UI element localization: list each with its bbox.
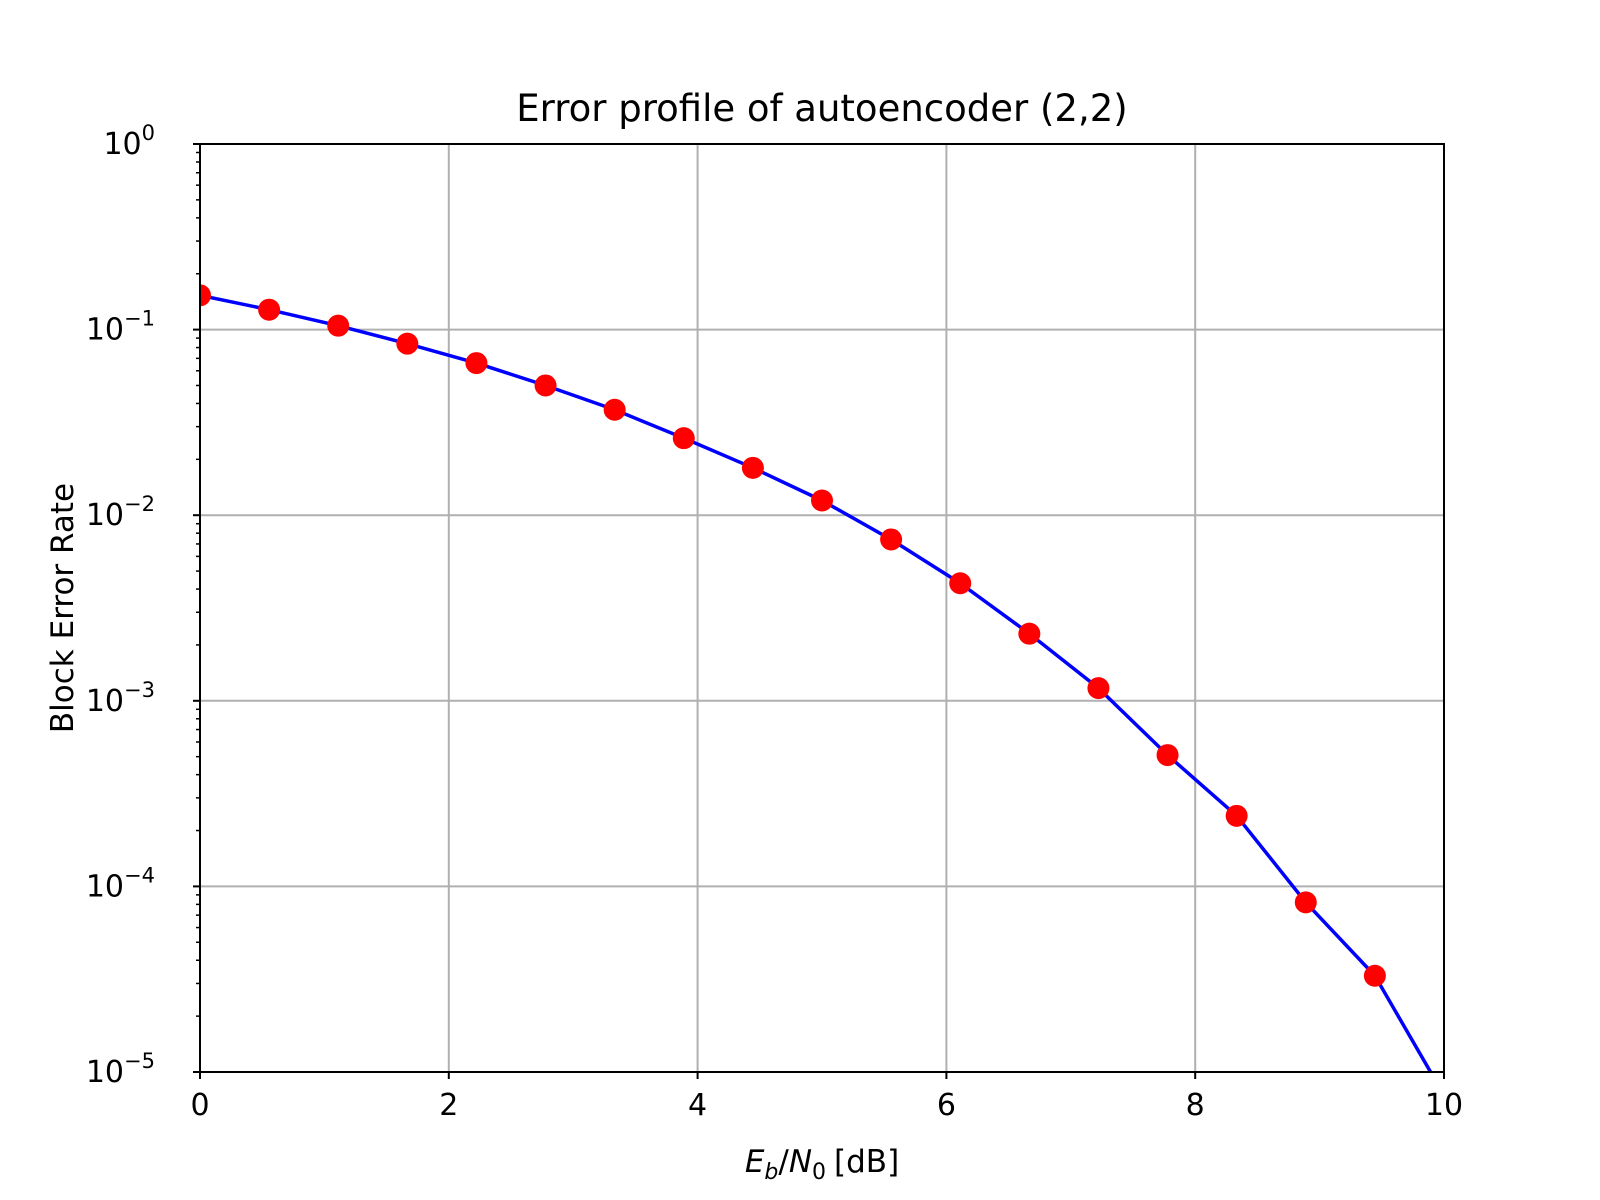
data-point-marker (603, 398, 626, 421)
y-tick-exponent: −2 (124, 492, 155, 516)
x-label-e: E (745, 1144, 765, 1180)
x-label-n: N (789, 1144, 812, 1180)
y-tick-base: 10 (103, 127, 141, 162)
x-tick-label: 2 (439, 1088, 458, 1123)
x-tick-label: 10 (1425, 1088, 1463, 1123)
y-tick-exponent: 0 (142, 121, 155, 145)
data-point-marker (880, 528, 903, 551)
y-tick-label: 10−5 (86, 1049, 155, 1090)
data-point-marker (741, 456, 764, 479)
data-point-marker (258, 298, 281, 321)
x-tick-label: 0 (190, 1088, 209, 1123)
data-point-marker (949, 572, 972, 595)
data-point-marker (1018, 622, 1041, 645)
x-tick-label: 4 (688, 1088, 707, 1123)
data-point-marker (465, 352, 488, 375)
y-tick-base: 10 (86, 684, 124, 719)
y-tick-label: 10−2 (86, 492, 155, 533)
data-point-marker (1156, 744, 1179, 767)
grid-lines (199, 143, 1445, 1073)
y-tick-base: 10 (86, 498, 124, 533)
x-tick-label: 8 (1186, 1088, 1205, 1123)
y-tick-label: 10−4 (86, 863, 155, 904)
y-tick-base: 10 (86, 869, 124, 904)
y-tick-exponent: −4 (124, 863, 155, 887)
data-point-marker (1087, 677, 1110, 700)
x-label-n-subscript: 0 (812, 1160, 826, 1185)
y-tick-exponent: −3 (124, 678, 155, 702)
y-tick-exponent: −5 (124, 1049, 155, 1073)
plot-frame (199, 143, 1445, 1073)
data-point-marker (1363, 964, 1386, 987)
data-point-marker (200, 284, 211, 307)
x-tick-label: 6 (937, 1088, 956, 1123)
y-tick-label: 100 (103, 121, 155, 162)
y-tick-label: 10−3 (86, 678, 155, 719)
data-point-marker (396, 332, 419, 355)
data-point-marker (1294, 891, 1317, 914)
data-point-marker (1225, 804, 1248, 827)
data-point-marker (327, 314, 350, 337)
series-group (200, 284, 1433, 1072)
x-label-e-subscript: b (764, 1160, 778, 1185)
chart-title: Error profile of autoencoder (2,2) (516, 87, 1127, 130)
data-point-marker (811, 489, 833, 512)
x-axis-label: Eb/N0 [dB] (745, 1144, 899, 1185)
y-tick-label: 10−1 (86, 307, 155, 348)
x-label-unit: [dB] (834, 1144, 899, 1180)
y-tick-base: 10 (86, 1055, 124, 1090)
x-label-slash: / (778, 1144, 789, 1180)
y-tick-exponent: −1 (124, 307, 155, 331)
y-axis-label: Block Error Rate (45, 483, 81, 733)
plot-area (200, 144, 1444, 1072)
y-tick-base: 10 (86, 313, 124, 348)
data-point-marker (534, 374, 557, 397)
data-point-marker (672, 427, 695, 450)
